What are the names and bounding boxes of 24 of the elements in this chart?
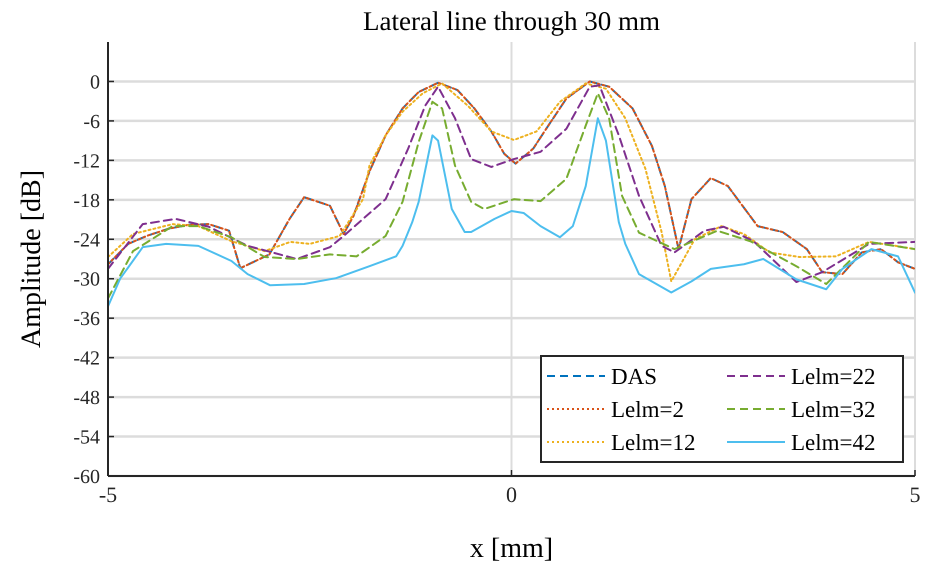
y-tick-label: -42	[73, 348, 100, 370]
y-tick-label: 0	[90, 71, 100, 94]
y-tick-label: -30	[73, 268, 100, 291]
y-tick-label: -48	[73, 387, 100, 410]
y-tick-label: -60	[73, 466, 100, 488]
chart-title: Lateral line through 30 mm	[363, 6, 660, 36]
x-tick-label: 5	[910, 482, 920, 507]
y-axis-title: Amplitude [dB]	[16, 170, 47, 348]
y-tick-label: -24	[73, 229, 100, 252]
y-tick-label: -12	[73, 150, 100, 172]
x-tick-label: 0	[506, 482, 517, 507]
legend-label: Lelm=2	[611, 397, 684, 422]
legend-label: Lelm=32	[791, 397, 876, 422]
y-tick-label: -18	[73, 190, 100, 212]
legend-label: Lelm=12	[611, 430, 696, 456]
y-tick-label: -54	[73, 426, 100, 449]
legend-label: Lelm=42	[791, 430, 876, 456]
y-tick-label: -6	[83, 110, 100, 133]
legend-label: DAS	[611, 364, 658, 390]
x-axis-title: x [mm]	[470, 533, 554, 564]
legend-label: Lelm=22	[791, 364, 876, 390]
y-tick-label: -36	[73, 308, 100, 330]
x-tick-label: -5	[98, 482, 118, 507]
line-series	[108, 117, 915, 308]
